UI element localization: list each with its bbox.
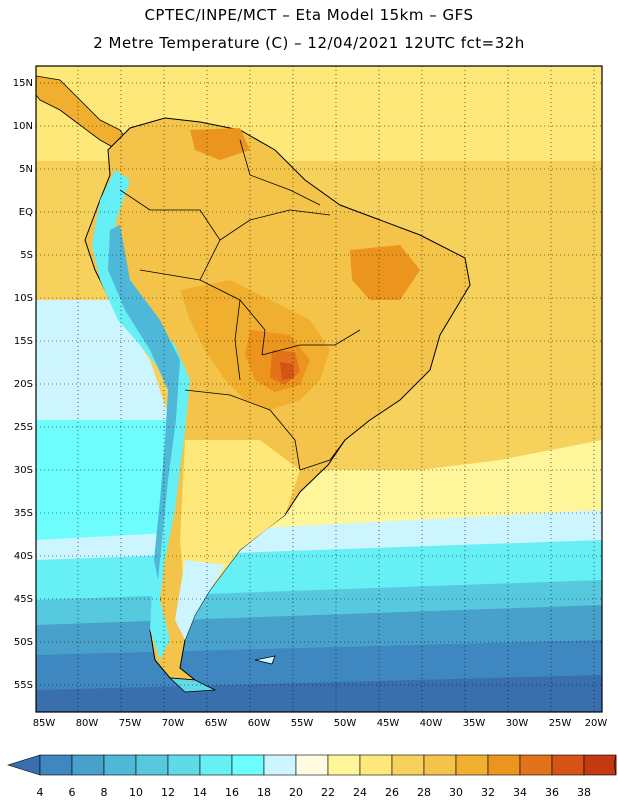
colorbar-swatch — [359, 754, 393, 776]
lat-label: 15S — [14, 336, 33, 347]
colorbar-label: 22 — [321, 786, 335, 799]
colorbar-label: 36 — [545, 786, 559, 799]
lat-label: EQ — [19, 207, 33, 218]
lon-label: 40W — [420, 718, 443, 729]
colorbar-label: 10 — [129, 786, 143, 799]
colorbar-swatch — [551, 754, 585, 776]
map-frame — [35, 65, 603, 713]
lon-label: 85W — [33, 718, 56, 729]
lon-label: 20W — [585, 718, 608, 729]
colorbar-swatch — [583, 754, 617, 776]
colorbar-label: 28 — [417, 786, 431, 799]
lat-label: 50S — [14, 637, 33, 648]
colorbar-swatch — [103, 754, 137, 776]
colorbar-label: 38 — [577, 786, 591, 799]
colorbar-swatch — [199, 754, 233, 776]
lat-label: 10N — [13, 121, 33, 132]
lon-label: 65W — [205, 718, 228, 729]
colorbar-label: 14 — [193, 786, 207, 799]
lat-label: 20S — [14, 379, 33, 390]
colorbar-swatch — [391, 754, 425, 776]
colorbar — [6, 754, 617, 776]
lon-label: 25W — [549, 718, 572, 729]
lat-label: 30S — [14, 465, 33, 476]
colorbar-swatch — [487, 754, 521, 776]
map-title-line2: 2 Metre Temperature (C) – 12/04/2021 12U… — [93, 34, 525, 52]
colorbar-labels: 4 6 8 10 12 14 16 18 20 22 24 26 28 30 3… — [37, 786, 592, 799]
colorbar-swatch — [263, 754, 297, 776]
colorbar-label: 18 — [257, 786, 271, 799]
colorbar-label: 12 — [161, 786, 175, 799]
lat-label: 10S — [14, 293, 33, 304]
colorbar-label: 32 — [481, 786, 495, 799]
map-title-line1: CPTEC/INPE/MCT – Eta Model 15km – GFS — [144, 6, 474, 24]
lat-label: 25S — [14, 422, 33, 433]
lat-label: 55S — [14, 680, 33, 691]
colorbar-label: 30 — [449, 786, 463, 799]
lat-label: 40S — [14, 551, 33, 562]
lat-label: 5S — [20, 250, 33, 261]
colorbar-arrow-low — [6, 754, 41, 776]
colorbar-arrow-high — [613, 754, 617, 776]
colorbar-swatch — [167, 754, 201, 776]
lat-label: 35S — [14, 508, 33, 519]
colorbar-swatch — [71, 754, 105, 776]
lon-label: 50W — [334, 718, 357, 729]
lon-label: 30W — [506, 718, 529, 729]
colorbar-swatch — [39, 754, 73, 776]
lon-label: 80W — [76, 718, 99, 729]
colorbar-label: 20 — [289, 786, 303, 799]
lon-label: 70W — [162, 718, 185, 729]
lat-label: 15N — [13, 78, 33, 89]
colorbar-label: 8 — [101, 786, 108, 799]
lat-label: 45S — [14, 594, 33, 605]
lon-label: 35W — [463, 718, 486, 729]
map-field — [36, 66, 602, 712]
colorbar-label: 34 — [513, 786, 527, 799]
colorbar-label: 26 — [385, 786, 399, 799]
colorbar-swatch — [295, 754, 329, 776]
colorbar-swatch — [455, 754, 489, 776]
colorbar-label: 24 — [353, 786, 367, 799]
colorbar-swatch — [519, 754, 553, 776]
colorbar-swatch — [231, 754, 265, 776]
lon-label: 60W — [248, 718, 271, 729]
colorbar-swatch — [423, 754, 457, 776]
lon-label: 55W — [291, 718, 314, 729]
colorbar-swatch — [327, 754, 361, 776]
lat-label: 5N — [19, 164, 33, 175]
lon-label: 75W — [119, 718, 142, 729]
colorbar-label: 6 — [69, 786, 76, 799]
latitude-axis: 15N 10N 5N EQ 5S 10S 15S 20S 25S 30S 35S… — [13, 78, 33, 691]
colorbar-label: 4 — [37, 786, 44, 799]
longitude-axis: 85W 80W 75W 70W 65W 60W 55W 50W 45W 40W … — [33, 718, 608, 729]
colorbar-swatch — [135, 754, 169, 776]
lon-label: 45W — [377, 718, 400, 729]
colorbar-label: 16 — [225, 786, 239, 799]
